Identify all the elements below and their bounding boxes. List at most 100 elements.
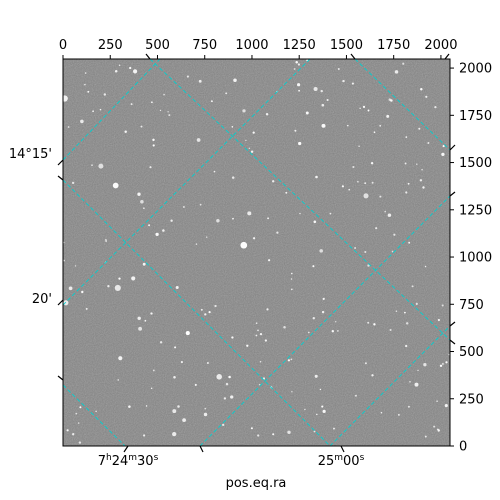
star [159, 109, 162, 112]
star [177, 405, 180, 408]
star [436, 400, 438, 403]
star [182, 418, 186, 422]
star [442, 145, 445, 148]
star [411, 285, 414, 288]
star [321, 405, 324, 408]
world-tick-mark-6 [57, 375, 64, 381]
star [117, 379, 119, 381]
star [255, 322, 258, 325]
star [194, 383, 197, 386]
star [245, 139, 247, 142]
star [67, 126, 70, 128]
star [214, 304, 217, 308]
star [180, 361, 183, 364]
star [225, 382, 229, 386]
star [196, 138, 201, 142]
star [145, 405, 148, 407]
star [63, 95, 68, 102]
star [312, 317, 315, 320]
star [354, 394, 357, 397]
star [402, 62, 405, 65]
star [367, 109, 370, 112]
star [250, 427, 253, 430]
star [152, 144, 155, 147]
star [351, 82, 354, 85]
star [352, 165, 355, 169]
star [255, 334, 258, 337]
star [84, 72, 87, 74]
star [143, 434, 146, 437]
world-tick-mark-11 [145, 53, 151, 60]
grid-line-2 [63, 384, 126, 446]
star [326, 98, 329, 102]
world-tick-mark-10 [449, 339, 456, 345]
star [420, 87, 423, 91]
star [257, 434, 260, 437]
star [71, 181, 75, 185]
world-tick-mark-9 [449, 321, 456, 327]
star [75, 412, 78, 415]
star [268, 259, 271, 262]
star [208, 311, 211, 314]
star [112, 182, 119, 189]
star [444, 404, 448, 408]
star [331, 330, 334, 333]
star [159, 341, 163, 344]
star [232, 217, 234, 220]
star [231, 336, 234, 339]
star [155, 232, 159, 237]
ra-tick-label-2: 25m00s [318, 453, 365, 469]
star [79, 406, 82, 409]
right-tick-label-2: 500 [459, 345, 484, 360]
star [185, 331, 190, 336]
star [246, 344, 249, 347]
star [173, 376, 176, 379]
star [84, 83, 86, 86]
star [364, 362, 367, 365]
star [373, 323, 376, 326]
star [98, 163, 104, 169]
world-tick-mark-4 [57, 175, 64, 181]
x-axis-title: pos.eq.ra [226, 476, 287, 491]
star [298, 141, 302, 146]
star [314, 374, 318, 378]
star [172, 431, 177, 437]
star [422, 186, 425, 189]
grid-line-0 [149, 59, 450, 341]
star [259, 332, 263, 336]
star [405, 191, 408, 194]
star [405, 344, 408, 348]
star [149, 166, 152, 169]
star [427, 142, 430, 144]
star [313, 86, 318, 92]
star [223, 397, 227, 400]
star [128, 405, 131, 408]
star [247, 211, 252, 216]
star [231, 126, 234, 128]
star [266, 308, 269, 311]
star [307, 331, 310, 334]
star [423, 363, 427, 367]
star [133, 69, 138, 74]
star [342, 79, 345, 83]
star [272, 180, 275, 183]
star [118, 277, 121, 280]
star [437, 428, 439, 431]
star [137, 316, 141, 321]
star [78, 422, 80, 424]
star [337, 330, 339, 332]
star [341, 185, 345, 188]
star [395, 310, 398, 312]
star [205, 236, 208, 238]
star [210, 100, 213, 103]
star [222, 423, 225, 427]
star [216, 219, 220, 223]
star [163, 93, 165, 96]
star [379, 195, 382, 198]
star [357, 181, 359, 183]
star [421, 168, 423, 171]
star [105, 240, 108, 242]
top-tick-label-1: 250 [98, 38, 123, 53]
star [85, 307, 88, 310]
